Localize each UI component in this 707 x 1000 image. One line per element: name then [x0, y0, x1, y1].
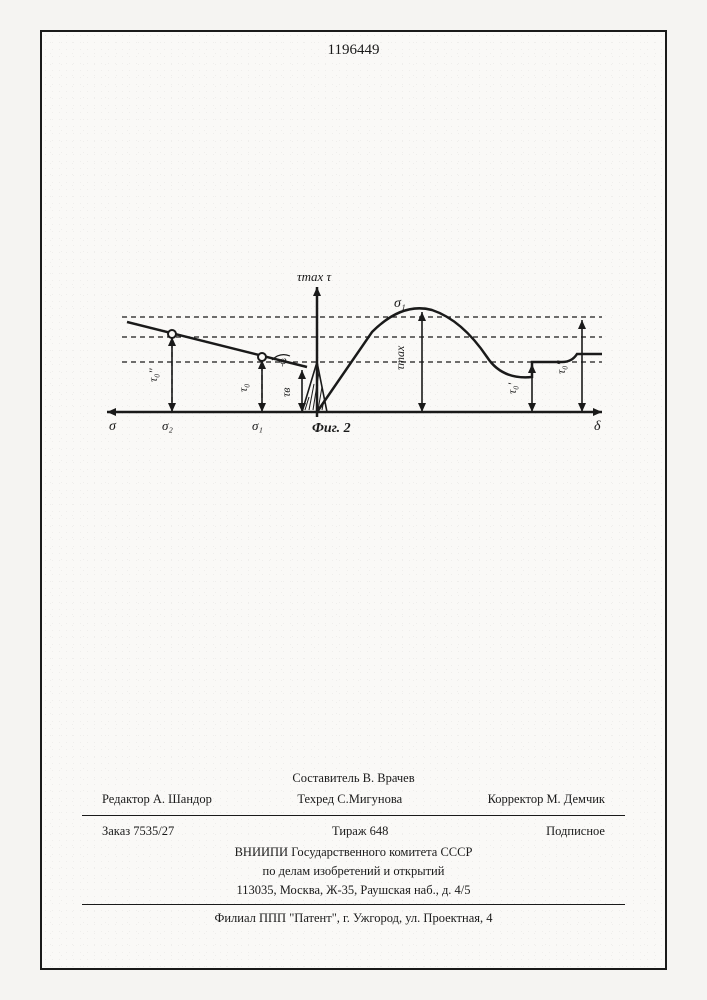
- svg-text:σ: σ: [109, 419, 117, 434]
- svg-text:τmax τ: τmax τ: [297, 269, 333, 284]
- address-line: 113035, Москва, Ж-35, Раушская наб., д. …: [82, 881, 625, 900]
- techred: Техред С.Мигунова: [297, 792, 402, 807]
- figure-2-diagram: σ δ τmax τ σ₂ σ₁ φ σ₁ τ₀'' τ₀ τв τmax τ₀' τ₀'' Фиг. 2: [102, 262, 612, 442]
- svg-text:τmax: τmax: [393, 345, 407, 370]
- svg-text:τ₀': τ₀': [505, 383, 519, 394]
- svg-text:σ₂: σ₂: [162, 418, 173, 433]
- page-frame: 1196449 σ δ τmax τ σ₂ σ₁ φ σ₁ τ₀'' τ₀ τв τmax τ₀' τ₀…: [40, 30, 667, 970]
- order-row: Заказ 7535/27 Тираж 648 Подписное: [82, 820, 625, 843]
- corrector: Корректор М. Демчик: [488, 792, 605, 807]
- svg-text:Фиг. 2: Фиг. 2: [312, 421, 351, 436]
- svg-text:τв: τв: [279, 387, 293, 397]
- colophon-block: Составитель В. Врачев Редактор А. Шандор…: [82, 769, 625, 928]
- branch-line: Филиал ППП "Патент", г. Ужгород, ул. Про…: [82, 909, 625, 928]
- order-no: Заказ 7535/27: [102, 824, 174, 839]
- org-line-2: по делам изобретений и открытий: [82, 862, 625, 881]
- subscription: Подписное: [546, 824, 605, 839]
- circulation: Тираж 648: [332, 824, 388, 839]
- divider: [82, 815, 625, 816]
- svg-text:τ₀: τ₀: [236, 384, 250, 392]
- svg-text:τ₀'': τ₀'': [146, 368, 160, 382]
- svg-text:σ₁: σ₁: [252, 418, 263, 433]
- svg-text:δ: δ: [594, 419, 601, 434]
- org-line-1: ВНИИПИ Государственного комитета СССР: [82, 843, 625, 862]
- svg-text:τ₀'': τ₀'': [554, 360, 568, 374]
- divider: [82, 904, 625, 905]
- svg-text:φ: φ: [280, 353, 287, 367]
- editor: Редактор А. Шандор: [102, 792, 212, 807]
- svg-text:σ₁: σ₁: [394, 296, 406, 311]
- patent-number: 1196449: [328, 42, 380, 59]
- credits-row: Редактор А. Шандор Техред С.Мигунова Кор…: [82, 788, 625, 811]
- compiler-line: Составитель В. Врачев: [82, 769, 625, 788]
